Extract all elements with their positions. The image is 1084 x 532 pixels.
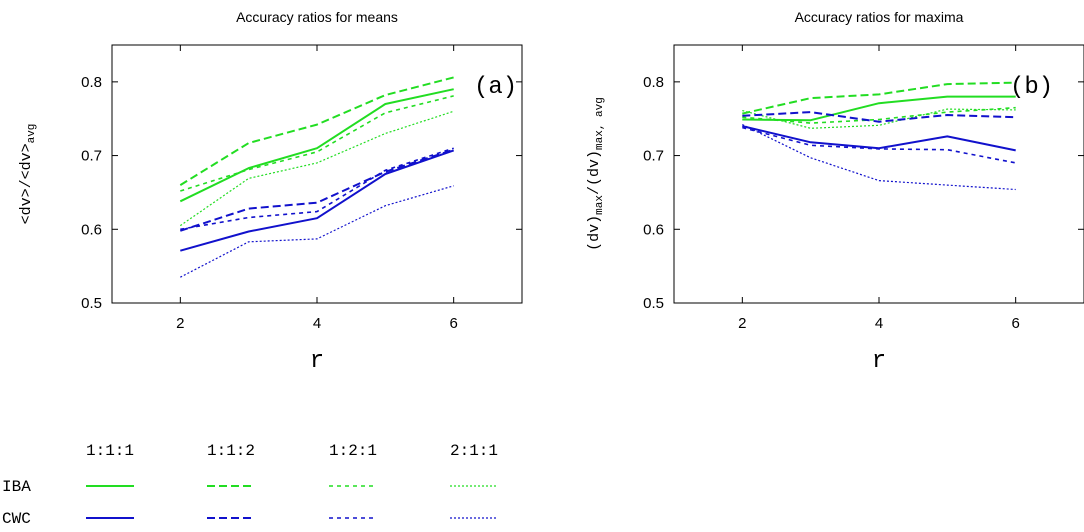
chart-b-series-iba-1-1-2 — [742, 81, 1016, 115]
chart-a-frame — [111, 44, 523, 304]
chart-b-ylabel-sub2: max, avg — [594, 97, 606, 150]
chart-b-xtick-label: 4 — [875, 315, 883, 332]
chart-a-ytick-label: 0.8 — [81, 74, 102, 91]
chart-b-xtick-label: 2 — [738, 315, 746, 332]
legend-row-label-cwc: CWC — [2, 510, 31, 528]
legend: 1:1:1 1:1:2 1:2:1 2:1:1 IBA CWC — [2, 442, 498, 528]
chart-a-series — [179, 76, 455, 278]
chart-b-ylabel-main: (dv) — [586, 215, 603, 251]
chart-b-series-cwc-1-2-1 — [742, 126, 1016, 164]
chart-a-ytick-label: 0.6 — [81, 221, 102, 238]
chart-a: Accuracy ratios for means 2 4 6 0.5 0.6 0.7 0.… — [18, 9, 523, 375]
chart-a-series-iba-2-1-1 — [179, 110, 454, 227]
chart-b-ytick-label: 0.8 — [643, 74, 664, 91]
chart-a-series-cwc-1-1-1 — [180, 149, 455, 252]
chart-a-ytick-label: 0.7 — [81, 148, 102, 165]
chart-a-ylabel-main: <dv>/<dv> — [18, 143, 35, 224]
chart-a-series-iba-1-1-2 — [179, 76, 454, 186]
chart-b-xtick-label: 6 — [1011, 315, 1019, 332]
chart-b-series-cwc-2-1-1 — [742, 124, 1016, 191]
chart-a-xtick-label: 6 — [449, 315, 457, 332]
chart-a-panel-label: (a) — [474, 74, 517, 101]
chart-a-series-cwc-2-1-1 — [180, 185, 454, 278]
chart-a-ytick-label: 0.5 — [81, 295, 102, 312]
chart-a-title: Accuracy ratios for means — [236, 9, 398, 25]
chart-b-ylabel-sub1: max — [594, 195, 606, 215]
chart-a-ylabel-sub: avg — [26, 124, 38, 144]
chart-a-ticks: 2 4 6 0.5 0.6 0.7 0.8 — [81, 45, 522, 332]
chart-b-xlabel: r — [872, 348, 886, 375]
chart-a-ylabel: <dv>/<dv>avg — [18, 124, 38, 225]
chart-b-ylabel-mid: /(dv) — [586, 150, 603, 195]
chart-b-panel-label: (b) — [1010, 74, 1053, 101]
chart-b-ytick-label: 0.7 — [643, 148, 664, 165]
chart-b-series-cwc-1-1-2 — [742, 111, 1016, 123]
chart-a-series-iba-1-2-1 — [180, 95, 454, 192]
legend-ratio-header: 2:1:1 — [450, 442, 498, 460]
chart-b-ytick-label: 0.6 — [643, 221, 664, 238]
chart-b-title: Accuracy ratios for maxima — [795, 9, 964, 25]
chart-b-ticks: 2 4 6 0.5 0.6 0.7 0.8 — [643, 45, 1084, 332]
chart-b-series-iba-1-1-1 — [742, 95, 1016, 122]
chart-b-series-iba-2-1-1 — [742, 108, 1016, 129]
chart-b: Accuracy ratios for maxima 2 4 6 0.5 0.6 0.7 0… — [586, 9, 1084, 375]
chart-b-series-iba-1-2-1 — [742, 106, 1016, 124]
legend-ratio-header: 1:2:1 — [329, 442, 377, 460]
chart-a-xlabel: r — [310, 348, 324, 375]
chart-b-ytick-label: 0.5 — [643, 295, 664, 312]
chart-a-xtick-label: 4 — [313, 315, 321, 332]
legend-row-label-iba: IBA — [2, 478, 31, 496]
chart-a-series-cwc-1-2-1 — [180, 147, 454, 231]
legend-ratio-header: 1:1:2 — [207, 442, 255, 460]
chart-b-series — [742, 81, 1016, 191]
chart-a-xtick-label: 2 — [176, 315, 184, 332]
chart-a-series-iba-1-1-1 — [179, 88, 454, 203]
legend-ratio-header: 1:1:1 — [86, 442, 134, 460]
chart-b-ylabel: (dv)max/(dv)max, avg — [586, 97, 606, 251]
